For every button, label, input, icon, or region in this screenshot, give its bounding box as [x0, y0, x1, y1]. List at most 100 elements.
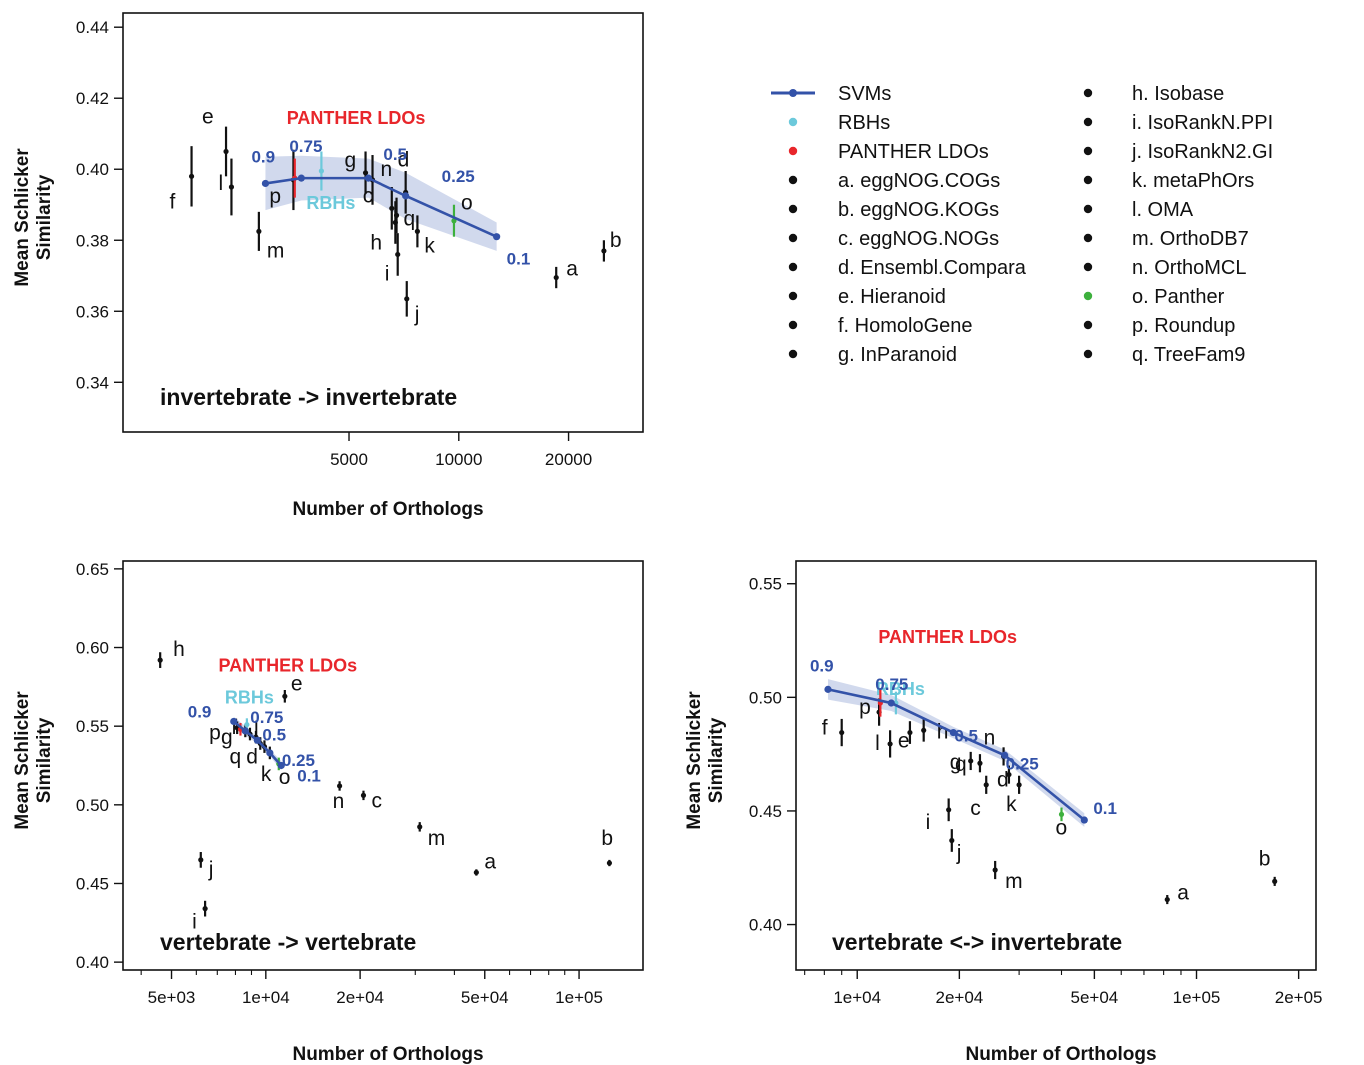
svm-threshold-label: 0.75 — [250, 708, 283, 727]
point-label-d: d — [997, 769, 1009, 792]
point-h — [921, 727, 927, 733]
point-label-c: c — [970, 797, 981, 820]
point-label-RBHs: RBHs — [876, 679, 925, 699]
point-label-RBHs: RBHs — [225, 688, 274, 708]
svm-point — [266, 749, 274, 757]
chart-panel-1: 0.34 0.36 0.38 0.40 0.42 0.44 5000 10000 20000 Nu… — [12, 12, 644, 520]
point-label-q: q — [404, 207, 416, 230]
point-label-m: m — [267, 239, 285, 262]
plot-frame — [122, 560, 644, 971]
point-label-n: n — [984, 726, 996, 749]
svm-threshold-label: 0.1 — [1093, 799, 1117, 818]
svm-threshold-label: 0.25 — [1006, 754, 1039, 773]
legend-marker — [1083, 146, 1093, 156]
point-label-l: l — [254, 718, 259, 741]
point-h — [157, 657, 163, 663]
svm-point — [253, 736, 262, 744]
point-label-c: c — [363, 184, 374, 207]
svm-threshold-label: 0.9 — [188, 702, 212, 721]
y-tick-label: 0.50 — [749, 688, 782, 707]
point-label-q: q — [955, 753, 967, 776]
point-c — [389, 205, 395, 211]
point-i — [202, 906, 208, 912]
point-label-c: c — [371, 789, 382, 812]
point-label-i: i — [926, 811, 931, 834]
point-k — [414, 228, 420, 234]
point-label-j: j — [208, 858, 214, 881]
legend-label: a. eggNOG.COGs — [838, 170, 1000, 192]
point-e — [282, 693, 288, 699]
point-q — [977, 760, 983, 766]
point-j — [404, 296, 410, 302]
svm-threshold-label: 0.5 — [383, 145, 407, 164]
svm-threshold-label: 0.9 — [251, 147, 275, 166]
point-label-d: d — [246, 745, 258, 768]
svm-point — [261, 179, 270, 188]
svm-point — [1001, 751, 1009, 759]
point-label-p: p — [209, 722, 221, 745]
svm-point — [493, 233, 501, 241]
point-label-p: p — [859, 696, 871, 719]
chart-panel-3: 0.40 0.45 0.50 0.55 1e+04 2e+04 5e+04 1e+05 2e+0… — [684, 560, 1323, 1065]
point-a — [1164, 896, 1170, 903]
legend-marker — [1083, 262, 1093, 272]
point-label-b: b — [1259, 847, 1271, 870]
point-label-h: h — [937, 720, 949, 743]
legend-label: h. Isobase — [1132, 83, 1224, 105]
legend-label: g. InParanoid — [838, 344, 957, 366]
point-i — [395, 251, 401, 258]
y-axis-title: Mean SchlickerSimilarity — [12, 691, 55, 830]
svm-threshold-label: 0.25 — [282, 751, 315, 770]
point-b — [606, 860, 613, 866]
legend-label: RBHs — [838, 112, 890, 134]
y-tick-label: 0.40 — [76, 160, 109, 179]
legend-marker — [788, 175, 798, 185]
svm-point — [824, 685, 832, 693]
legend-marker — [1083, 320, 1093, 330]
point-c — [360, 792, 367, 798]
svm-threshold-label: 0.1 — [507, 250, 531, 269]
point-m — [992, 867, 998, 873]
legend-marker — [1083, 291, 1093, 301]
point-label-panther-ldos: PANTHER LDOs — [878, 627, 1017, 647]
point-f — [188, 173, 195, 179]
legend-label: i. IsoRankN.PPI — [1132, 112, 1273, 134]
point-label-q: q — [229, 746, 241, 769]
x-tick-label: 1e+04 — [242, 988, 290, 1007]
point-label-l: l — [218, 172, 223, 195]
x-tick-label: 1e+04 — [833, 988, 881, 1007]
point-label-e: e — [898, 730, 910, 753]
svm-point — [402, 192, 410, 200]
legend-label: b. eggNOG.KOGs — [838, 199, 999, 221]
y-axis-title: Mean SchlickerSimilarity — [12, 148, 55, 287]
y-tick-label: 0.65 — [76, 560, 109, 579]
legend-marker — [1083, 88, 1093, 98]
svm-threshold-label: 0.9 — [810, 656, 834, 675]
legend-label: l. OMA — [1132, 199, 1194, 221]
point-b — [1272, 878, 1278, 884]
point-label-g: g — [345, 149, 357, 172]
point-i — [946, 807, 952, 813]
point-RBHs — [318, 168, 325, 174]
point-label-m: m — [428, 827, 446, 850]
svm-threshold-label: 0.75 — [289, 137, 322, 156]
y-tick-label: 0.34 — [76, 373, 109, 392]
legend-label: e. Hieranoid — [838, 286, 946, 308]
svm-threshold-label: 0.5 — [954, 727, 978, 746]
legend-marker — [1083, 175, 1093, 185]
point-label-h: h — [370, 232, 382, 255]
point-l — [887, 741, 893, 747]
point-RBHs — [244, 722, 250, 728]
point-n — [336, 783, 343, 789]
point-label-a: a — [484, 850, 496, 873]
point-label-b: b — [601, 827, 613, 850]
point-label-p: p — [269, 185, 281, 208]
svm-point — [887, 699, 895, 707]
point-label-a: a — [566, 258, 578, 281]
y-tick-label: 0.44 — [76, 18, 109, 37]
y-axis-title-line-2: Similarity — [706, 717, 727, 803]
point-label-RBHs: RBHs — [306, 193, 355, 213]
point-label-i: i — [192, 911, 197, 934]
legend: SVMs RBHs PANTHER LDOs a. eggNOG.COGs b. egg… — [771, 83, 1273, 366]
point-label-a: a — [1177, 882, 1189, 905]
